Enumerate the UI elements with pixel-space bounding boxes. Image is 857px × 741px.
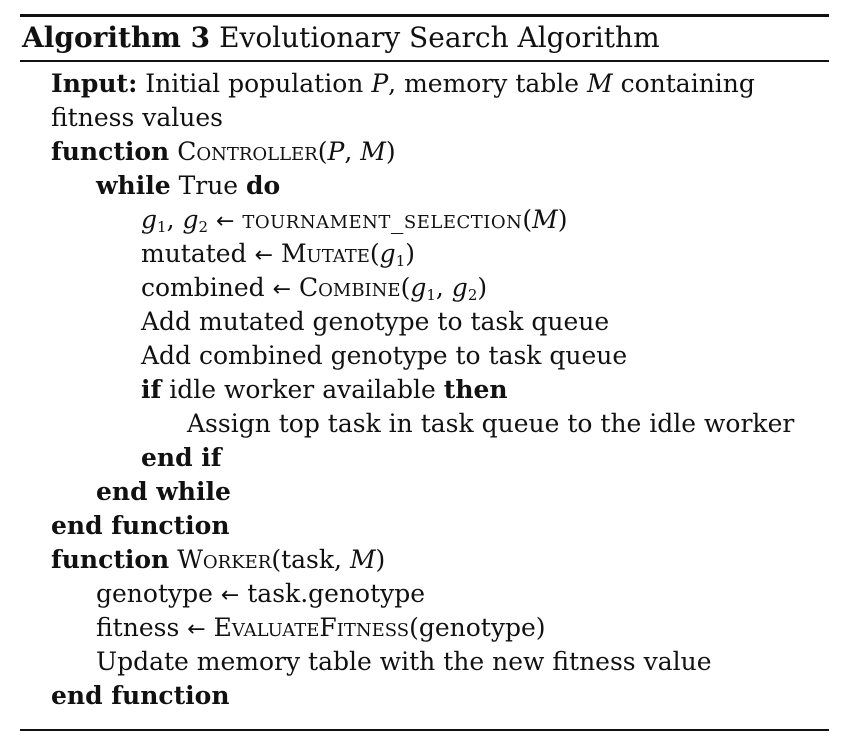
comb-arg-g2: g xyxy=(451,273,468,302)
end-while-line: end while xyxy=(96,475,231,509)
comb-arg-close: ) xyxy=(477,273,488,302)
add-mutated-line: Add mutated genotype to task queue xyxy=(141,305,609,339)
controller-signature: function Controller(P, M) xyxy=(51,135,396,169)
add-mutated-text: Add mutated genotype to task queue xyxy=(141,307,610,336)
mut-arg-open: ( xyxy=(369,239,380,268)
while-condition: True xyxy=(178,171,239,200)
input-line-2: fitness values xyxy=(51,101,223,135)
worker-signature: function Worker(task, M) xyxy=(51,543,385,577)
worker-args-open: (task, xyxy=(271,545,342,574)
fitness-line: fitness ← EvaluateFitness(genotype) xyxy=(96,611,546,647)
mut-sub: 1 xyxy=(395,252,406,270)
controller-arg-sep: , xyxy=(344,137,353,166)
end-function-keyword: end function xyxy=(51,511,230,540)
add-combined-text: Add combined genotype to task queue xyxy=(141,341,628,370)
comb-sep: , xyxy=(435,273,444,302)
bottom-rule xyxy=(20,729,829,731)
add-combined-line: Add combined genotype to task queue xyxy=(141,339,627,373)
sub-2: 2 xyxy=(198,218,209,236)
genotype-value: task.genotype xyxy=(247,579,426,608)
input-text-line2: fitness values xyxy=(51,103,223,132)
mutate-line: mutated ← Mutate(g1) xyxy=(141,237,415,273)
while-keyword: while xyxy=(96,171,171,200)
controller-arg-m: M xyxy=(360,137,386,166)
sub-1: 1 xyxy=(157,218,167,236)
mut-arg-close: ) xyxy=(405,239,415,268)
input-line-1: Input: Initial population P, memory tabl… xyxy=(51,67,755,101)
worker-args-close: ) xyxy=(375,545,386,574)
update-line: Update memory table with the new fitness… xyxy=(96,645,712,679)
if-line: if idle worker available then xyxy=(141,373,508,407)
combine-func: Combine xyxy=(299,273,401,302)
input-text: Initial population xyxy=(145,69,364,98)
comb-sub-2: 2 xyxy=(467,286,478,304)
comb-arg-g1: g xyxy=(410,273,427,302)
mutated-var: mutated xyxy=(141,239,247,268)
tournament-selection-func: tournament_selection xyxy=(242,205,523,234)
algorithm-number: Algorithm 3 xyxy=(22,21,211,54)
algorithm-title: Evolutionary Search Algorithm xyxy=(219,21,660,54)
controller-args-close: ) xyxy=(385,137,396,166)
worker-end-function: end function xyxy=(51,679,230,713)
controller-name: Controller xyxy=(177,137,318,166)
input-text-end: containing xyxy=(620,69,755,98)
if-condition: idle worker available xyxy=(169,375,436,404)
genotype-var: genotype xyxy=(96,579,213,608)
mutate-func: Mutate xyxy=(280,239,370,268)
end-if-keyword: end if xyxy=(141,443,222,472)
while-line: while True do xyxy=(96,169,280,203)
worker-name: Worker xyxy=(177,545,272,574)
assign-arrow: ← xyxy=(187,617,206,642)
then-keyword: then xyxy=(443,375,508,404)
sel-arg-open: ( xyxy=(522,205,533,234)
fitness-var: fitness xyxy=(96,613,180,642)
fitness-arg: (genotype) xyxy=(409,613,546,642)
input-text-mid: , memory table xyxy=(388,69,580,98)
worker-arg-m: M xyxy=(349,545,376,574)
input-keyword: Input: xyxy=(51,69,138,98)
assign-arrow: ← xyxy=(272,277,292,302)
evaluate-fitness-func: EvaluateFitness xyxy=(213,613,410,642)
algorithm-caption: Algorithm 3 Evolutionary Search Algorith… xyxy=(22,17,660,58)
var-g1: g xyxy=(141,205,158,234)
end-if-line: end if xyxy=(141,441,222,475)
sel-arg-close: ) xyxy=(557,205,568,234)
if-keyword: if xyxy=(141,375,162,404)
assign-text: Assign top task in task queue to the idl… xyxy=(187,409,795,438)
end-function-keyword: end function xyxy=(51,681,230,710)
genotype-line: genotype ← task.genotype xyxy=(96,577,425,613)
do-keyword: do xyxy=(246,171,281,200)
comb-sub-1: 1 xyxy=(426,286,436,304)
mut-arg-g: g xyxy=(379,239,396,268)
sel-comma: , xyxy=(166,205,175,234)
combine-line: combined ← Combine(g1, g2) xyxy=(141,271,487,307)
update-text: Update memory table with the new fitness… xyxy=(96,647,712,676)
end-while-keyword: end while xyxy=(96,477,231,506)
function-keyword: function xyxy=(51,545,170,574)
selection-line: g1, g2 ← tournament_selection(M) xyxy=(141,203,568,239)
sel-arg-m: M xyxy=(532,205,558,234)
assign-line: Assign top task in task queue to the idl… xyxy=(187,407,794,441)
assign-arrow: ← xyxy=(220,583,240,608)
controller-end-function: end function xyxy=(51,509,230,543)
comb-arg-open: ( xyxy=(400,273,411,302)
top-rule xyxy=(20,14,829,17)
caption-rule xyxy=(20,60,829,62)
controller-arg-p: P xyxy=(327,137,345,166)
var-p: P xyxy=(371,69,389,98)
assign-arrow: ← xyxy=(254,243,273,268)
combined-var: combined xyxy=(141,273,265,302)
function-keyword: function xyxy=(51,137,170,166)
var-m: M xyxy=(587,69,613,98)
assign-arrow: ← xyxy=(215,209,235,234)
var-g2: g xyxy=(182,205,199,234)
controller-args-open: ( xyxy=(317,137,328,166)
